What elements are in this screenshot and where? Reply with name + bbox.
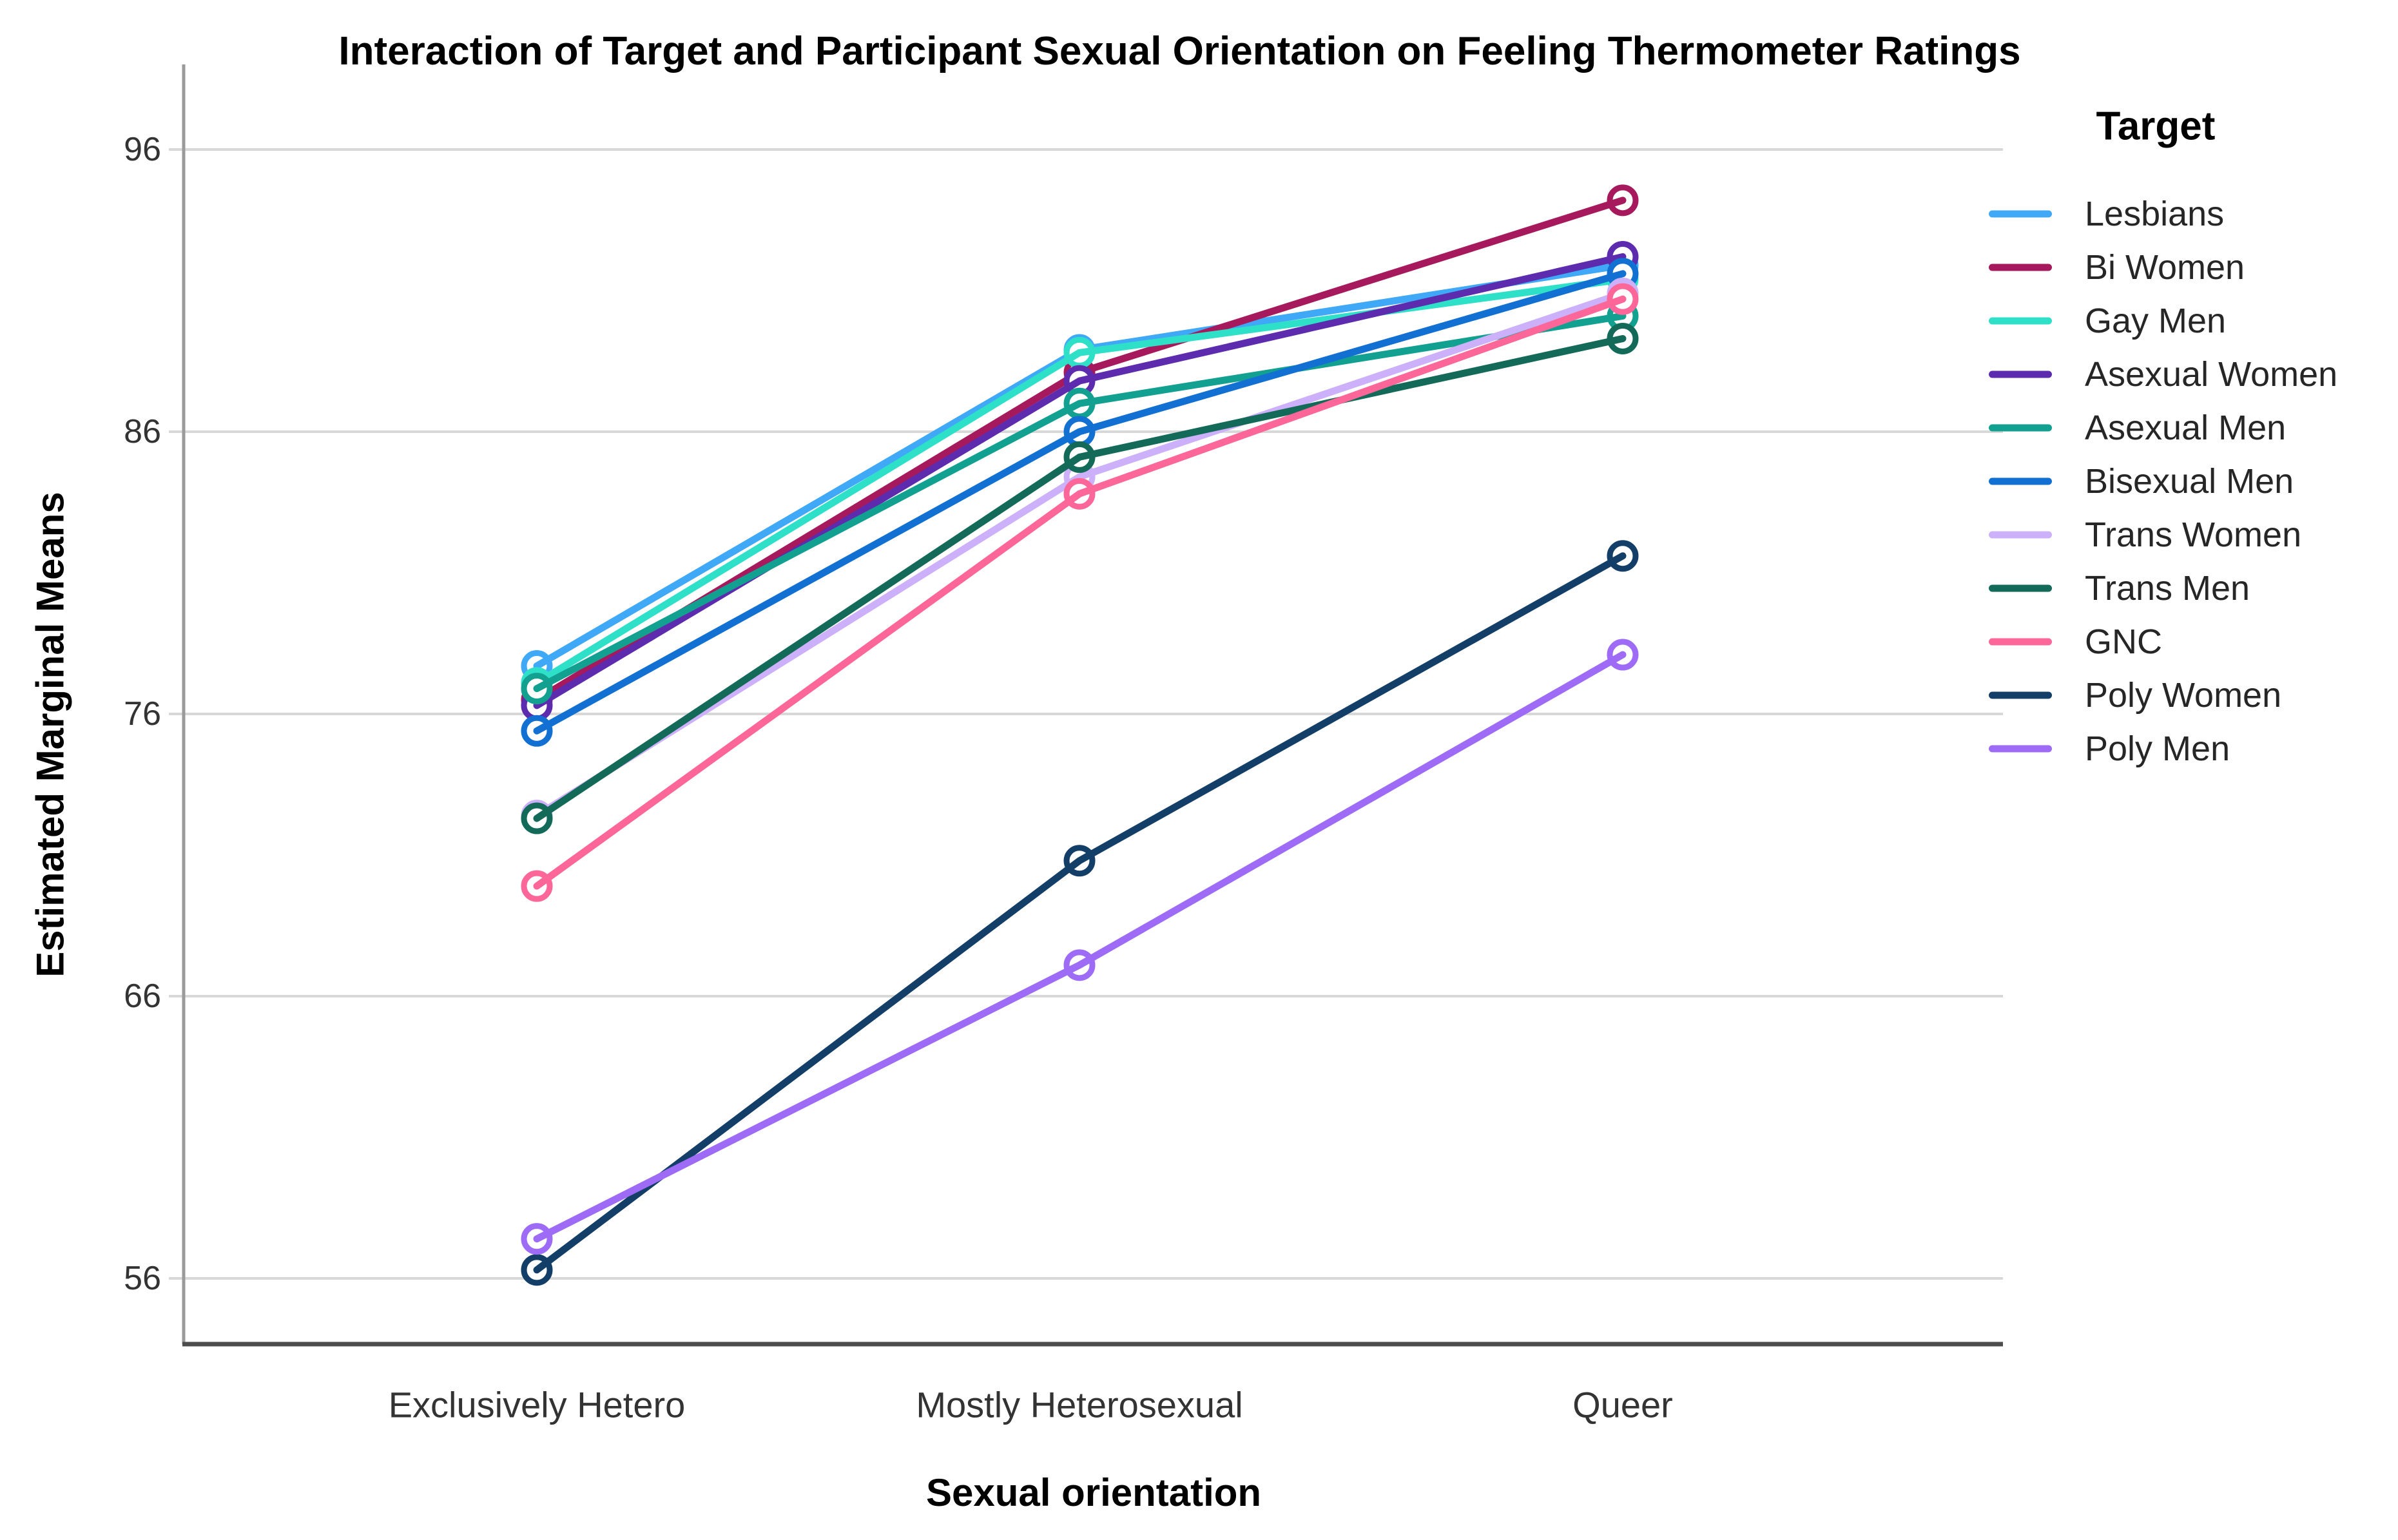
legend-label-bi-women: Bi Women <box>2085 248 2245 287</box>
y-tick-label-56: 56 <box>124 1260 161 1297</box>
legend-label-trans-women: Trans Women <box>2085 515 2301 554</box>
legend-label-asexual-women: Asexual Women <box>2085 355 2337 394</box>
legend-label-bisexual-men: Bisexual Men <box>2085 462 2294 501</box>
legend-swatch-gnc <box>1989 638 2052 646</box>
series-line-bisexual-men <box>533 270 1627 735</box>
legend-swatch-poly-men <box>1989 745 2052 753</box>
legend-swatch-lesbians <box>1989 210 2052 218</box>
y-tick-label-86: 86 <box>124 413 161 450</box>
series-line-gay-men <box>533 275 1627 687</box>
legend-label-trans-men: Trans Men <box>2085 569 2250 608</box>
y-tick-label-96: 96 <box>124 131 161 168</box>
series-line-gnc <box>533 295 1627 890</box>
legend-swatch-poly-women <box>1989 691 2052 699</box>
x-category-label-queer: Queer <box>1572 1385 1673 1425</box>
y-tick-label-76: 76 <box>124 695 161 733</box>
y-tick-label-66: 66 <box>124 977 161 1015</box>
x-category-label-mostly-heterosexual: Mostly Heterosexual <box>916 1385 1243 1425</box>
legend-label-poly-men: Poly Men <box>2085 729 2230 768</box>
series-line-trans-women <box>533 289 1627 820</box>
legend-label-lesbians: Lesbians <box>2085 195 2224 233</box>
x-category-label-exclusively-hetero: Exclusively Hetero <box>389 1385 686 1425</box>
chart-title: Interaction of Target and Participant Se… <box>338 29 2021 73</box>
series-line-poly-women <box>533 552 1627 1274</box>
x-axis-title: Sexual orientation <box>925 1471 1262 1514</box>
legend-swatch-trans-women <box>1989 531 2052 539</box>
legend-title: Target <box>2096 104 2216 149</box>
legend-swatch-asexual-women <box>1989 371 2052 378</box>
legend-label-asexual-men: Asexual Men <box>2085 409 2286 447</box>
legend-label-gay-men: Gay Men <box>2085 302 2226 340</box>
series-line-asexual-men <box>533 312 1627 693</box>
legend-swatch-trans-men <box>1989 584 2052 592</box>
legend-swatch-bi-women <box>1989 264 2052 271</box>
legend-label-poly-women: Poly Women <box>2085 676 2281 715</box>
legend-swatch-gay-men <box>1989 317 2052 325</box>
legend-label-gnc: GNC <box>2085 622 2162 661</box>
legend-swatch-bisexual-men <box>1989 477 2052 485</box>
series-line-trans-men <box>533 334 1627 822</box>
series-line-poly-men <box>533 651 1627 1243</box>
legend-swatch-asexual-men <box>1989 424 2052 432</box>
